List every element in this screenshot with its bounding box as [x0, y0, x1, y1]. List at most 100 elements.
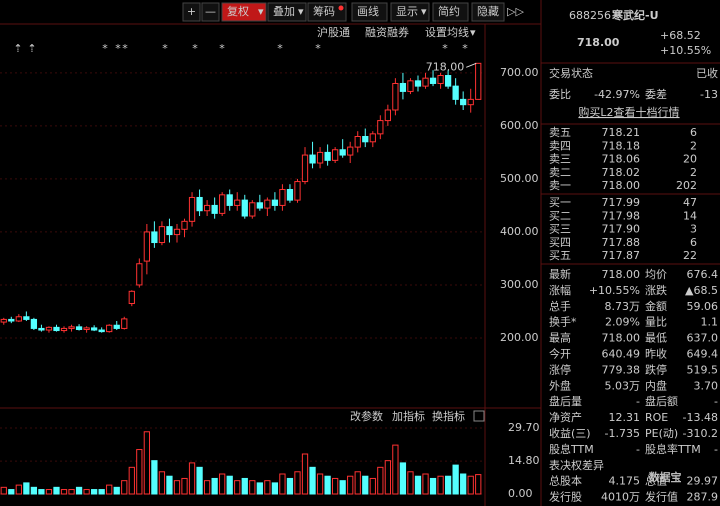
- l2-link[interactable]: 购买L2查看十档行情: [578, 105, 679, 119]
- candle-body: [0, 318, 7, 323]
- volume-bar: [279, 473, 286, 495]
- stat-label: 表决权差异: [549, 458, 604, 472]
- book-volume: 47: [683, 196, 697, 209]
- event-marker[interactable]: *: [102, 42, 108, 55]
- volume-bar: [121, 480, 128, 495]
- stat-value: 29.97: [687, 475, 719, 488]
- candle-body: [332, 149, 339, 161]
- candle-body: [279, 189, 286, 206]
- book-price: 717.90: [602, 223, 641, 236]
- sub-tab[interactable]: 融资融券: [365, 25, 409, 39]
- y-tick-label: 300.00: [500, 278, 539, 291]
- event-marker[interactable]: *: [442, 42, 448, 55]
- toolbar-label: —: [205, 5, 216, 18]
- toolbar-button[interactable]: [432, 2, 469, 22]
- volume-bar: [38, 489, 45, 495]
- label: 委比: [549, 88, 571, 101]
- toolbar-label: 叠加: [273, 5, 295, 18]
- toolbar-button[interactable]: [267, 2, 307, 22]
- volume-bar: [143, 431, 150, 495]
- event-marker[interactable]: *: [315, 42, 321, 55]
- candle-body: [128, 290, 135, 305]
- sub-tab[interactable]: 设置均线: [425, 25, 469, 39]
- volume-bar: [211, 477, 218, 495]
- event-marker[interactable]: *: [219, 42, 225, 55]
- volume-bar: [219, 473, 226, 495]
- y-tick-label: 29.70: [508, 421, 540, 434]
- candle-body: [429, 77, 437, 84]
- volume-bar: [301, 453, 309, 495]
- volume-bar: [241, 477, 248, 495]
- toolbar-button[interactable]: [182, 2, 201, 22]
- volume-tool[interactable]: 改参数: [350, 409, 383, 423]
- close-box[interactable]: [473, 410, 485, 422]
- event-marker[interactable]: *: [192, 42, 198, 55]
- candle-body: [414, 80, 422, 87]
- candle-body: [316, 151, 324, 164]
- y-tick-label: 400.00: [500, 225, 539, 238]
- volume-bar: [264, 480, 271, 495]
- event-marker[interactable]: *: [122, 42, 128, 55]
- volume-tool[interactable]: 换指标: [432, 409, 465, 423]
- volume-tool[interactable]: 加指标: [392, 409, 425, 423]
- stat-value: -: [636, 395, 640, 408]
- event-marker[interactable]: ⇡: [13, 42, 22, 55]
- volume-bar: [294, 471, 301, 495]
- stat-value: 4.175: [609, 475, 641, 488]
- toolbar-button[interactable]: [201, 2, 220, 22]
- volume-bar: [98, 489, 105, 495]
- event-marker[interactable]: *: [462, 42, 468, 55]
- event-marker[interactable]: *: [115, 42, 121, 55]
- book-label: 卖二: [549, 166, 571, 179]
- book-label: 买三: [549, 223, 571, 236]
- stat-value: 779.38: [602, 363, 641, 376]
- stat-label: 涨停: [549, 362, 571, 376]
- y-tick-label: 14.80: [508, 454, 540, 467]
- toolbar-more[interactable]: ▷▷: [507, 5, 524, 18]
- candle-body: [23, 316, 30, 320]
- stat-label: 最低: [645, 332, 667, 345]
- volume-bar: [60, 489, 68, 495]
- event-marker[interactable]: *: [277, 42, 283, 55]
- y-tick-label: 200.00: [500, 331, 539, 344]
- candle-body: [196, 196, 203, 212]
- volume-bar: [53, 486, 60, 495]
- candle-body: [203, 204, 211, 212]
- stat-value: ▲68.5: [685, 284, 718, 297]
- value: 已收: [696, 66, 718, 80]
- candle-body: [392, 82, 399, 111]
- candle-body: [83, 327, 90, 330]
- dropdown-arrow: ▾: [470, 26, 476, 39]
- stat-label: 今开: [549, 347, 571, 361]
- book-volume: 20: [683, 153, 697, 166]
- toolbar-button[interactable]: [390, 2, 430, 22]
- candle-body: [241, 199, 248, 217]
- stat-label: 换手*: [549, 315, 577, 329]
- volume-bar: [188, 462, 196, 495]
- volume-bar: [452, 464, 459, 495]
- event-marker[interactable]: ⇡: [27, 42, 36, 55]
- volume-bar: [203, 480, 211, 495]
- toolbar-button[interactable]: [351, 2, 388, 22]
- volume-bar: [234, 480, 241, 495]
- volume-bar: [369, 477, 376, 495]
- candle-body: [158, 226, 166, 244]
- book-price: 717.87: [602, 249, 641, 262]
- stat-label: 均价: [645, 268, 667, 281]
- stat-value: 59.06: [687, 300, 719, 313]
- stat-value: +10.55%: [589, 284, 640, 297]
- volume-bar: [23, 482, 30, 495]
- toolbar-button[interactable]: [307, 2, 347, 22]
- candle-body: [475, 62, 482, 100]
- candle-body: [347, 146, 354, 156]
- toolbar-button[interactable]: [221, 2, 267, 22]
- candle-body: [286, 189, 294, 201]
- toolbar-button[interactable]: [471, 2, 505, 22]
- volume-bar: [324, 475, 331, 495]
- stat-label: 跌停: [645, 362, 667, 376]
- stat-label: 总股本: [549, 474, 582, 488]
- event-marker[interactable]: *: [162, 42, 168, 55]
- sub-tab[interactable]: 沪股通: [317, 25, 350, 39]
- toolbar-label: 画线: [357, 4, 379, 18]
- volume-bar: [384, 460, 391, 495]
